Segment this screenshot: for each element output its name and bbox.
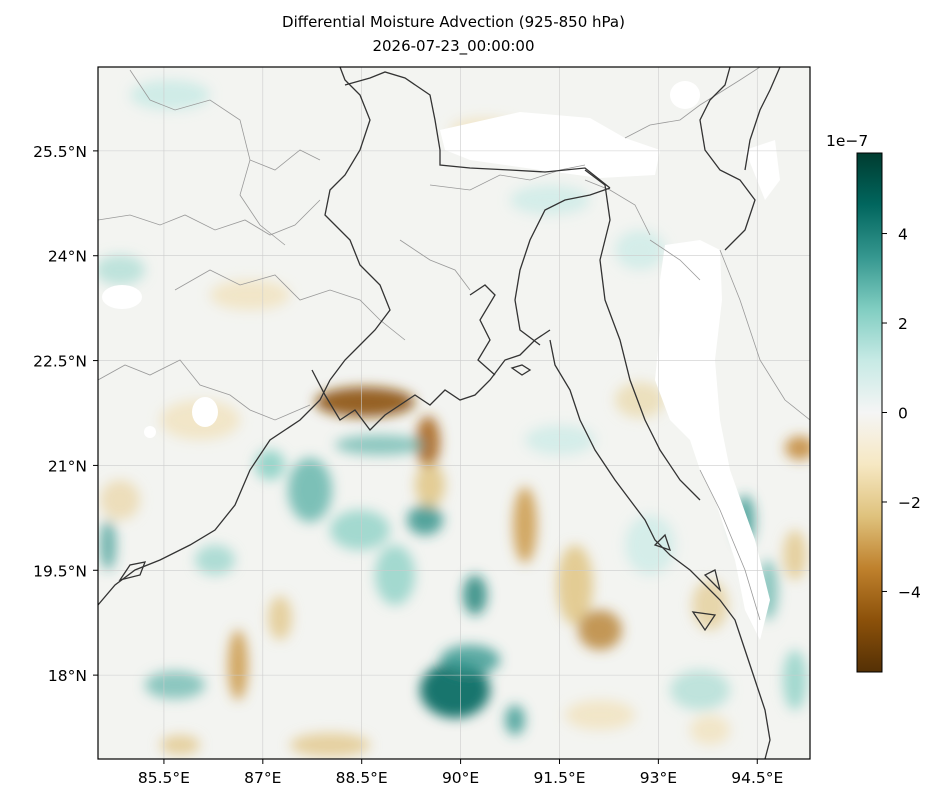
map-frame — [97, 66, 811, 760]
lon-tick-label: 94.5°E — [731, 769, 783, 787]
coastline — [98, 67, 781, 759]
lon-tick-label: 93°E — [640, 769, 677, 787]
lon-tick-label: 88.5°E — [336, 769, 388, 787]
longitude-axis: 85.5°E 87°E 88.5°E 90°E 91.5°E 93°E 94.5°E — [138, 759, 783, 787]
colorbar-gradient — [856, 152, 883, 673]
colorbar-tick-label: 0 — [898, 405, 908, 423]
map-panel — [98, 67, 810, 759]
lat-tick-label: 19.5°N — [33, 562, 87, 580]
map-timestamp: 2026-07-23_00:00:00 — [372, 37, 535, 55]
colorbar-tick-label: 2 — [898, 315, 908, 333]
lon-tick-label: 85.5°E — [138, 769, 190, 787]
admin-borders — [98, 67, 810, 621]
masked-terrain — [102, 81, 780, 640]
lon-tick-label: 91.5°E — [533, 769, 585, 787]
lat-tick-label: 24°N — [48, 248, 87, 266]
colorbar: 1e−7 4 2 0 −2 −4 — [826, 132, 921, 673]
latitude-axis: 25.5°N 24°N 22.5°N 21°N 19.5°N 18°N — [33, 143, 98, 685]
map-title: Differential Moisture Advection (925-850… — [282, 13, 625, 31]
colorbar-ticks: 4 2 0 −2 −4 — [882, 226, 921, 601]
colorbar-tick-label: −4 — [898, 583, 921, 601]
gridlines — [98, 67, 810, 759]
lon-tick-label: 90°E — [442, 769, 479, 787]
colorbar-tick-label: 4 — [898, 226, 908, 244]
lat-tick-label: 21°N — [48, 457, 87, 475]
lon-tick-label: 87°E — [244, 769, 281, 787]
colorbar-tick-label: −2 — [898, 494, 921, 512]
advection-field — [98, 80, 810, 757]
colorbar-exponent-label: 1e−7 — [826, 132, 868, 150]
lat-tick-label: 25.5°N — [33, 143, 87, 161]
lat-tick-label: 18°N — [48, 667, 87, 685]
lat-tick-label: 22.5°N — [33, 353, 87, 371]
